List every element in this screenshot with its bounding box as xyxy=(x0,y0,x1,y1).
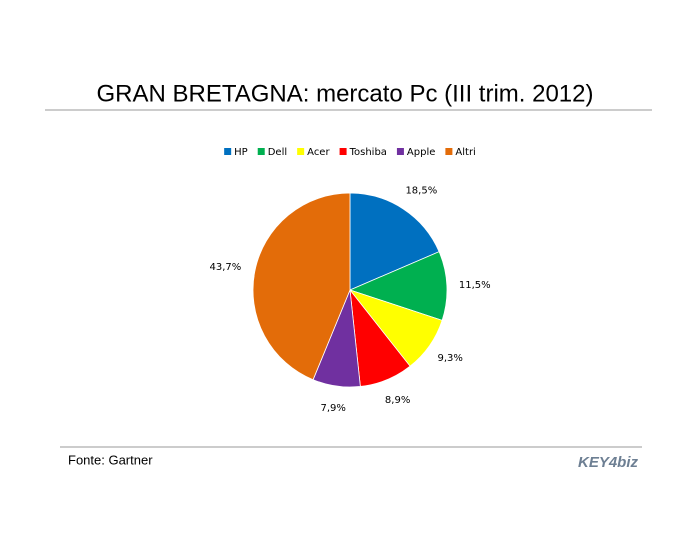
legend-swatch xyxy=(257,148,265,155)
legend-text: Acer xyxy=(307,147,330,158)
pie-slice xyxy=(348,251,448,321)
legend: HP Dell Acer Toshiba Apple Altri xyxy=(224,147,476,158)
legend-swatch xyxy=(297,148,305,155)
pie-slice xyxy=(252,192,351,381)
legend-swatch xyxy=(396,148,404,155)
value-label: 8,9% xyxy=(385,395,410,406)
chart-title: GRAN BRETAGNA: mercato Pc (III trim. 201… xyxy=(97,80,594,107)
legend-text: Toshiba xyxy=(349,147,387,158)
logo: KEY4biz xyxy=(578,454,639,471)
value-label: 18,5% xyxy=(405,186,437,197)
value-label: 7,9% xyxy=(320,403,345,414)
source: Fonte: Gartner xyxy=(68,452,153,467)
pie-slice xyxy=(349,192,440,291)
legend-text: Dell xyxy=(268,147,287,158)
legend-swatch xyxy=(445,148,453,155)
legend-text: HP xyxy=(234,147,248,158)
legend-swatch xyxy=(224,148,232,155)
value-label: 43,7% xyxy=(209,262,241,273)
legend-swatch xyxy=(339,148,347,155)
legend-text: Apple xyxy=(407,147,435,158)
value-label: 11,5% xyxy=(459,280,491,291)
value-label: 9,3% xyxy=(437,353,462,364)
legend-text: Altri xyxy=(455,147,475,158)
